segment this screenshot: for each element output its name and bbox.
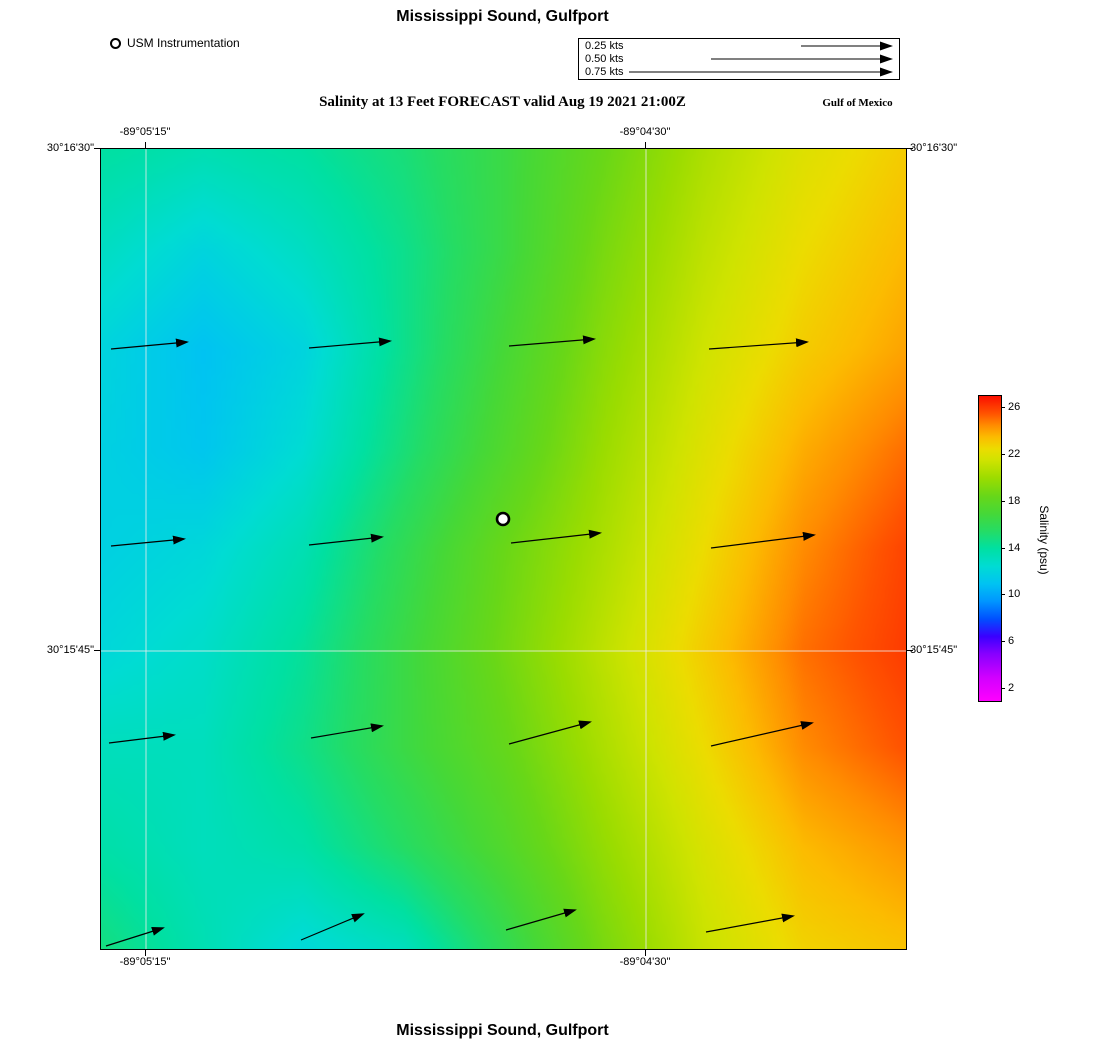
current-vector-arrow	[310, 723, 384, 739]
current-vector-arrow	[308, 533, 384, 546]
colorbar-tick-label: 18	[1008, 494, 1021, 507]
salinity-map	[100, 148, 907, 950]
velocity-scale-box: 0.25 kts 0.50 kts 0.75 kts	[578, 38, 900, 80]
velocity-scale-label: 0.75 kts	[585, 66, 624, 78]
page-title: Mississippi Sound, Gulfport	[396, 8, 609, 25]
usm-marker-icon	[110, 37, 121, 49]
current-vector-arrow	[508, 720, 592, 745]
axis-label-latitude: 30°16'30"	[910, 142, 958, 154]
colorbar-tick-label: 26	[1008, 400, 1021, 413]
current-vector-arrow	[105, 927, 165, 947]
colorbar-axis-label: Salinity (psu)	[1037, 505, 1051, 575]
velocity-scale-label: 0.25 kts	[585, 40, 624, 52]
current-vector-arrow	[710, 531, 816, 549]
colorbar	[978, 395, 1002, 702]
velocity-scale-label: 0.50 kts	[585, 53, 624, 65]
colorbar-tick-label: 2	[1008, 682, 1015, 695]
axis-label-longitude: -89°05'15"	[119, 126, 171, 138]
axis-label-latitude: 30°15'45"	[46, 644, 94, 656]
axis-label-longitude: -89°04'30"	[619, 956, 671, 968]
colorbar-tick	[1001, 453, 1005, 455]
current-vector-arrow	[710, 721, 814, 747]
current-vector-arrow	[110, 338, 189, 350]
colorbar-tick-label: 6	[1008, 635, 1015, 648]
colorbar-tick-label: 22	[1008, 447, 1021, 460]
usm-legend: USM Instrumentation	[110, 36, 240, 50]
gulf-of-mexico-label: Gulf of Mexico	[822, 97, 893, 109]
map-overlay	[101, 149, 906, 949]
bottom-title: Mississippi Sound, Gulfport	[396, 1022, 609, 1039]
axis-tick	[907, 650, 913, 651]
current-vector-arrow	[108, 731, 176, 744]
current-vector-arrow	[508, 335, 596, 347]
axis-tick	[645, 950, 646, 956]
axis-label-longitude: -89°05'15"	[119, 956, 171, 968]
colorbar-tick	[1001, 406, 1005, 408]
current-vector-arrow	[300, 913, 365, 941]
axis-tick	[94, 148, 100, 149]
axis-label-latitude: 30°15'45"	[910, 644, 958, 656]
axis-tick	[145, 950, 146, 956]
colorbar-tick	[1001, 594, 1005, 596]
axis-label-latitude: 30°16'30"	[46, 142, 94, 154]
current-vector-arrow	[510, 529, 602, 544]
axis-tick	[94, 650, 100, 651]
forecast-subtitle: Salinity at 13 Feet FORECAST valid Aug 1…	[319, 94, 686, 110]
current-vector-arrow	[708, 338, 809, 350]
salinity-heatmap-canvas	[101, 149, 906, 949]
usm-legend-label: USM Instrumentation	[127, 36, 240, 50]
current-vector-arrow	[110, 535, 186, 547]
station-marker-icon	[495, 511, 511, 527]
axis-tick	[645, 142, 646, 148]
colorbar-tick-label: 14	[1008, 541, 1021, 554]
axis-tick	[907, 148, 913, 149]
current-vector-arrow	[308, 337, 392, 349]
axis-label-longitude: -89°04'30"	[619, 126, 671, 138]
colorbar-tick	[1001, 688, 1005, 690]
current-vector-arrow	[505, 908, 577, 931]
colorbar-tick	[1001, 500, 1005, 502]
colorbar-tick	[1001, 641, 1005, 643]
axis-tick	[145, 142, 146, 148]
current-vector-arrow	[705, 913, 795, 933]
colorbar-tick-label: 10	[1008, 588, 1021, 601]
colorbar-tick	[1001, 547, 1005, 549]
velocity-scale-arrows	[629, 41, 893, 77]
